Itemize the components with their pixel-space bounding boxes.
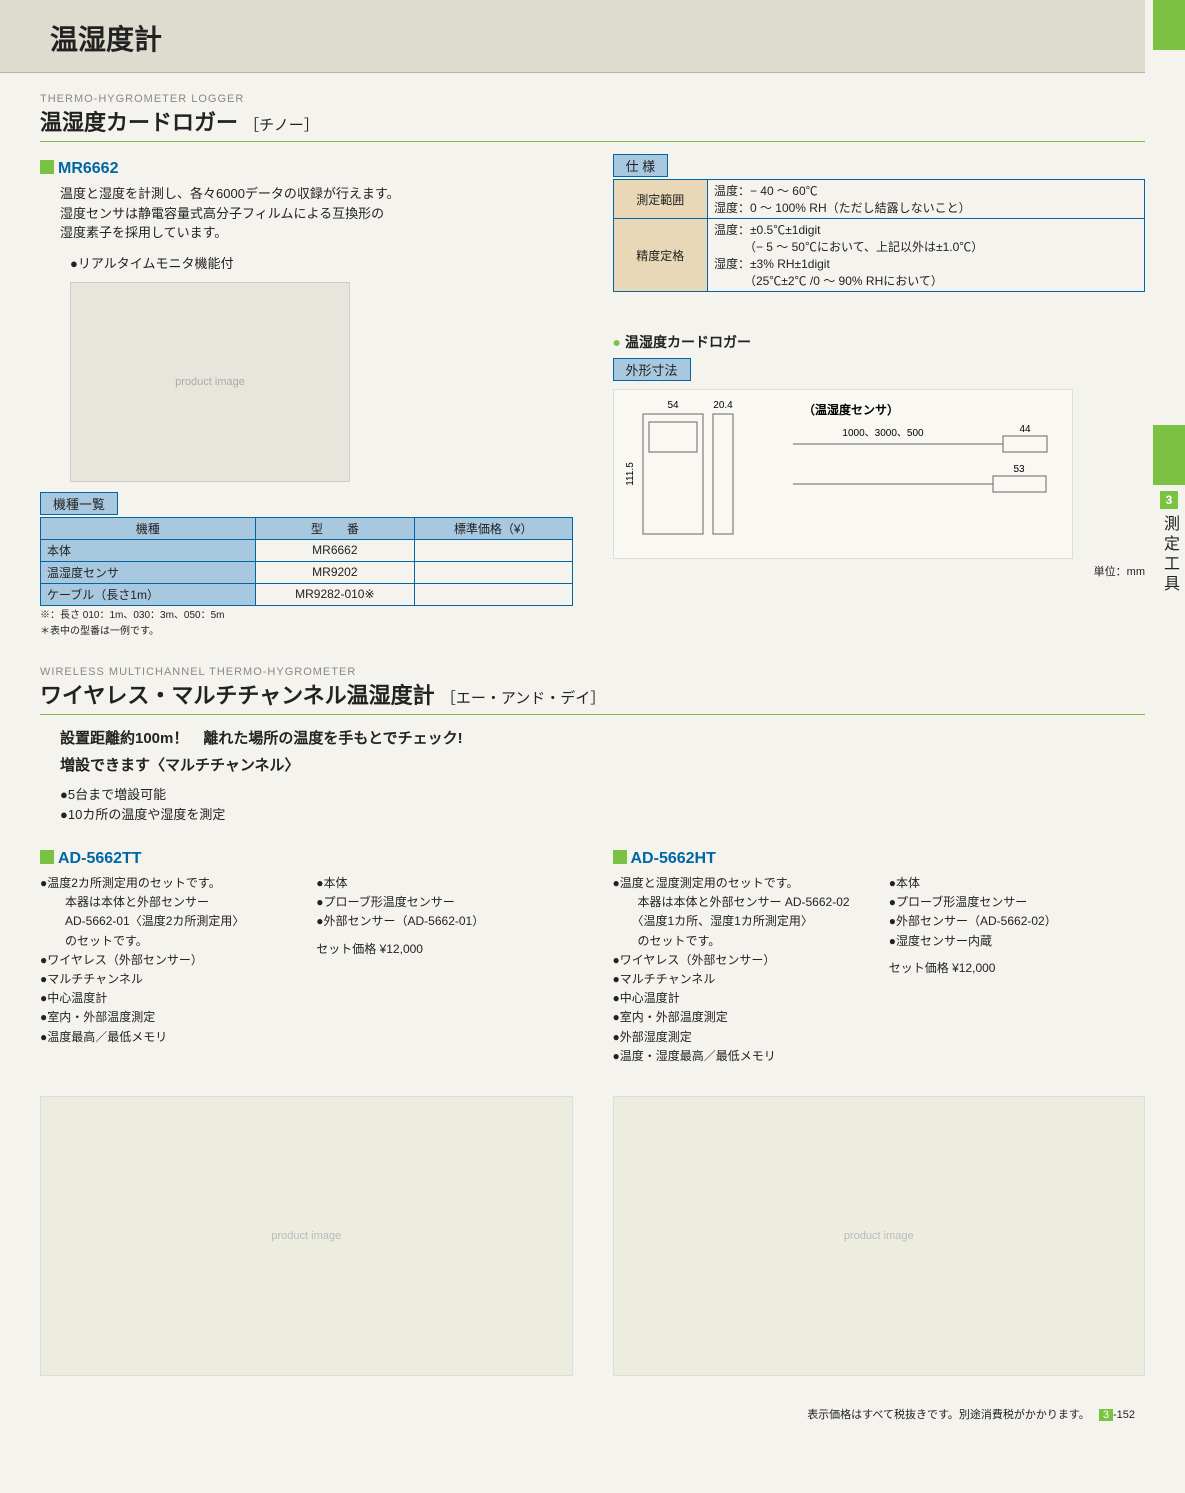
section2-title-jp: ワイヤレス・マルチチャンネル温湿度計: [40, 683, 435, 708]
s1-model: MR6662: [40, 160, 573, 178]
s2-headline1: 設置距離約100m！ 離れた場所の温度を手もとでチェック!: [60, 727, 1145, 748]
s1-desc: 温度と湿度を計測し、各々6000データの収録が行えます。 湿度センサは静電容量式…: [60, 184, 573, 243]
page-category-title: 温湿度計: [0, 0, 1145, 73]
modelA-left: 温度2カ所測定用のセットです。 本器は本体と外部センサー AD-5662-01〈…: [40, 874, 296, 1047]
modelA-photo: product image: [40, 1096, 573, 1376]
s1-product-photo: product image: [70, 282, 350, 482]
svg-text:111.5: 111.5: [625, 462, 636, 486]
s1-feature: リアルタイムモニタ機能付: [70, 253, 573, 272]
diagram-title: 温湿度カードロガー: [613, 332, 1146, 352]
s1-desc-2: 湿度センサは静電容量式高分子フィルムによる互換形の: [60, 204, 573, 224]
mr2-model: MR9282-010※: [255, 583, 414, 605]
models-note1: ※：長さ 010：1m、030：3m、050：5m: [40, 609, 573, 622]
mA-l2: AD-5662-01〈温度2カ所測定用〉: [53, 912, 296, 931]
mA-r1: プローブ形温度センサー: [316, 893, 572, 912]
s1-desc-1: 温度と湿度を計測し、各々6000データの収録が行えます。: [60, 184, 573, 204]
mB-price: セット価格 ¥12,000: [889, 959, 1145, 978]
section2-subtitle-jp: ワイヤレス・マルチチャンネル温湿度計 ［エー・アンド・デイ］: [40, 678, 1145, 715]
section1-subtitle-jp: 温湿度カードロガー ［チノー］: [40, 105, 1145, 142]
models-h2: 型 番: [255, 517, 414, 539]
mr2-name: ケーブル（長さ1m）: [41, 583, 256, 605]
svg-text:53: 53: [1013, 464, 1025, 475]
svg-text:20.4: 20.4: [713, 400, 733, 411]
footer-note: 表示価格はすべて税抜きです。別途消費税がかかります。: [807, 1409, 1090, 1421]
spec-r2v: 温度：±0.5℃±1digit （− 5 〜 50℃において、上記以外は±1.0…: [707, 219, 1144, 292]
svg-text:1000、3000、500: 1000、3000、500: [842, 428, 924, 439]
section1-brand: ［チノー］: [244, 117, 319, 134]
mr0-name: 本体: [41, 539, 256, 561]
spec-table: 測定範囲 温度：− 40 〜 60℃ 湿度：0 〜 100% RH（ただし結露し…: [613, 179, 1146, 292]
mA-l7: 室内・外部温度測定: [40, 1008, 296, 1027]
spec-r2h: 精度定格: [613, 219, 707, 292]
page-footer: 表示価格はすべて税抜きです。別途消費税がかかります。 3-152: [40, 1406, 1145, 1422]
modelA-name: AD-5662TT: [40, 850, 573, 868]
modelA-right: 本体 プローブ形温度センサー 外部センサー（AD-5662-01） セット価格 …: [316, 874, 572, 1047]
mr1-model: MR9202: [255, 561, 414, 583]
models-label: 機種一覧: [40, 492, 118, 515]
models-h3: 標準価格（¥）: [414, 517, 572, 539]
mr2-price: [414, 583, 572, 605]
mr0-model: MR6662: [255, 539, 414, 561]
footer-page: -152: [1113, 1409, 1135, 1421]
mr1-price: [414, 561, 572, 583]
unit-note: 単位：mm: [613, 563, 1146, 579]
spec-r1v: 温度：− 40 〜 60℃ 湿度：0 〜 100% RH（ただし結露しないこと）: [707, 180, 1144, 219]
dim-svg: 54 20.4 111.5 （温湿度センサ） 1000、3000、500 44 …: [623, 394, 1063, 554]
models-h1: 機種: [41, 517, 256, 539]
mA-price: セット価格 ¥12,000: [316, 940, 572, 959]
section2-brand: ［エー・アンド・デイ］: [441, 690, 605, 707]
mB-l1: 本器は本体と外部センサー AD-5662-02: [626, 893, 869, 912]
svg-text:（温湿度センサ）: （温湿度センサ）: [803, 402, 899, 417]
mA-l0: 温度2カ所測定用のセットです。: [40, 874, 296, 893]
dim-label: 外形寸法: [613, 358, 691, 381]
mA-l4: ワイヤレス（外部センサー）: [40, 951, 296, 970]
s2-features: 5台まで増設可能 10カ所の温度や湿度を測定: [60, 785, 1145, 827]
mB-l4: ワイヤレス（外部センサー）: [613, 951, 869, 970]
models-table: 機種 型 番 標準価格（¥） 本体 MR6662 温湿度センサ MR9202 ケ…: [40, 517, 573, 606]
spec-r1h: 測定範囲: [613, 180, 707, 219]
mB-l9: 温度・湿度最高／最低メモリ: [613, 1047, 869, 1066]
section1-title-jp: 温湿度カードロガー: [40, 110, 238, 135]
svg-text:54: 54: [667, 400, 679, 411]
modelB-left: 温度と湿度測定用のセットです。 本器は本体と外部センサー AD-5662-02 …: [613, 874, 869, 1066]
mB-l0: 温度と湿度測定用のセットです。: [613, 874, 869, 893]
footer-section: 3: [1099, 1409, 1113, 1421]
models-note2: ＊表中の型番は一例です。: [40, 625, 573, 638]
mr0-price: [414, 539, 572, 561]
mB-r0: 本体: [889, 874, 1145, 893]
mA-l6: 中心温度計: [40, 989, 296, 1008]
mr1-name: 温湿度センサ: [41, 561, 256, 583]
section1-subtitle-en: THERMO-HYGROMETER LOGGER: [40, 93, 1145, 105]
s2-f0: 5台まで増設可能: [60, 785, 1145, 806]
mB-l5: マルチチャンネル: [613, 970, 869, 989]
mB-l8: 外部湿度測定: [613, 1028, 869, 1047]
section2-subtitle-en: WIRELESS MULTICHANNEL THERMO-HYGROMETER: [40, 666, 1145, 678]
mB-r2: 外部センサー（AD-5662-02）: [889, 912, 1145, 931]
mB-r1: プローブ形温度センサー: [889, 893, 1145, 912]
mA-r2: 外部センサー（AD-5662-01）: [316, 912, 572, 931]
mB-r3: 湿度センサー内蔵: [889, 932, 1145, 951]
s1-desc-3: 湿度素子を採用しています。: [60, 223, 573, 243]
spec-label: 仕 様: [613, 154, 669, 177]
mA-r0: 本体: [316, 874, 572, 893]
mA-l3: のセットです。: [53, 932, 296, 951]
mA-l1: 本器は本体と外部センサー: [53, 893, 296, 912]
mA-l5: マルチチャンネル: [40, 970, 296, 989]
modelB-photo: product image: [613, 1096, 1146, 1376]
svg-text:44: 44: [1019, 424, 1031, 435]
dimension-diagram: 54 20.4 111.5 （温湿度センサ） 1000、3000、500 44 …: [613, 389, 1073, 559]
mB-l2: 〈温度1カ所、湿度1カ所測定用〉: [626, 912, 869, 931]
mB-l7: 室内・外部温度測定: [613, 1008, 869, 1027]
mB-l6: 中心温度計: [613, 989, 869, 1008]
s2-f1: 10カ所の温度や湿度を測定: [60, 805, 1145, 826]
s2-headline2: 増設できます〈マルチチャンネル〉: [60, 754, 1145, 775]
modelB-right: 本体 プローブ形温度センサー 外部センサー（AD-5662-02） 湿度センサー…: [889, 874, 1145, 1066]
mA-l8: 温度最高／最低メモリ: [40, 1028, 296, 1047]
mB-l3: のセットです。: [626, 932, 869, 951]
modelB-name: AD-5662HT: [613, 850, 1146, 868]
